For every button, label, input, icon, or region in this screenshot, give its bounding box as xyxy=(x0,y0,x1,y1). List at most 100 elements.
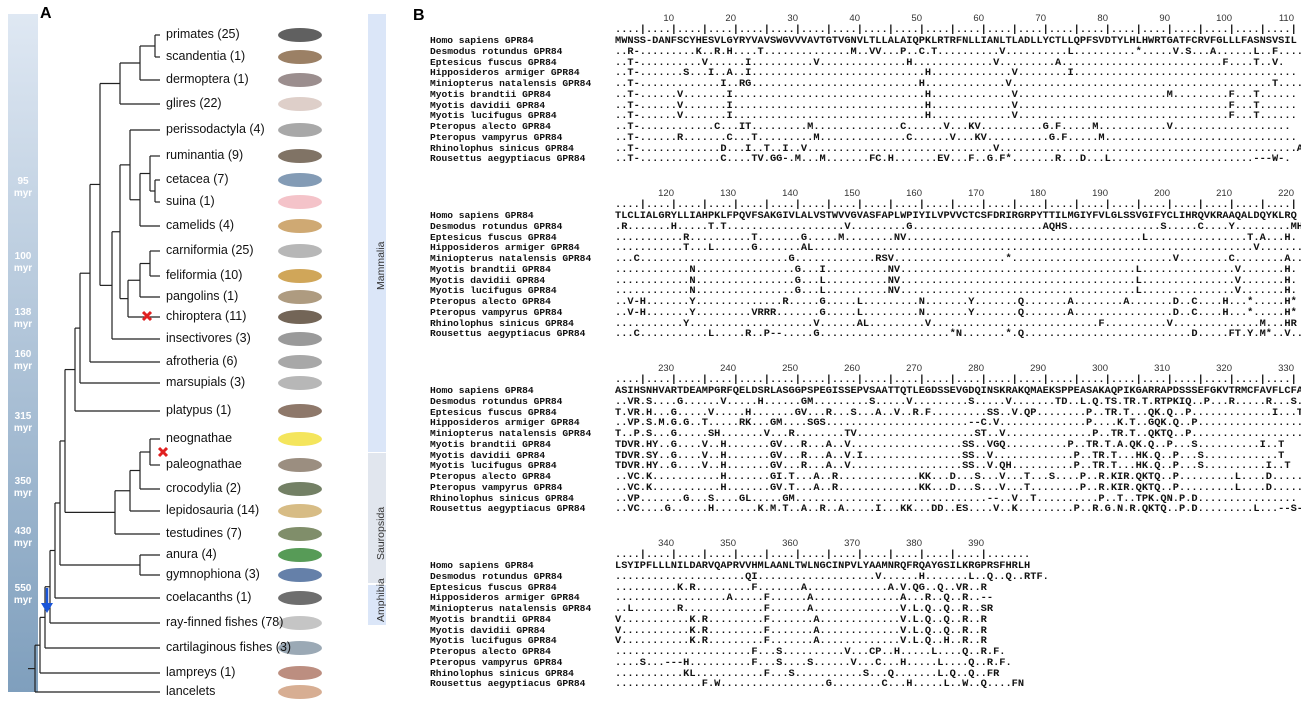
time-label: 95 myr xyxy=(8,176,38,199)
taxon-label: lepidosauria (14) xyxy=(166,504,259,517)
species-name: Myotis brandtii GPR84 xyxy=(430,90,551,100)
origin-arrow xyxy=(41,588,53,613)
time-label: 550 myr xyxy=(8,583,38,606)
sequence: ....S...---H..........F...S....S......V.… xyxy=(615,658,1012,668)
taxon-icon xyxy=(278,548,322,562)
page: {"panel_a":{"label":"A", "taxa":["primat… xyxy=(0,0,1301,701)
species-name: Desmodus rotundus GPR84 xyxy=(430,222,562,232)
species-name: Eptesicus fuscus GPR84 xyxy=(430,233,557,243)
taxon-label: anura (4) xyxy=(166,548,217,561)
species-name: Hipposideros armiger GPR84 xyxy=(430,593,580,603)
species-name: Pteropus alecto GPR84 xyxy=(430,472,551,482)
species-name: Myotis davidii GPR84 xyxy=(430,626,545,636)
taxon-icon xyxy=(278,269,322,283)
sequence: ............N................G...I......… xyxy=(615,265,1297,275)
taxon-label: coelacanths (1) xyxy=(166,591,251,604)
species-name: Rousettus aegyptiacus GPR84 xyxy=(430,679,585,689)
taxon-icon xyxy=(278,97,322,111)
species-name: Hipposideros armiger GPR84 xyxy=(430,243,580,253)
taxon-icon xyxy=(278,28,322,42)
taxon-label: platypus (1) xyxy=(166,404,231,417)
ruler-number: 370 xyxy=(844,539,860,549)
taxon-label: dermoptera (1) xyxy=(166,73,249,86)
taxon-label: suina (1) xyxy=(166,195,215,208)
taxon-icon xyxy=(278,219,322,233)
ruler-number: 140 xyxy=(782,189,798,199)
species-name: Miniopterus natalensis GPR84 xyxy=(430,429,591,439)
taxon-icon xyxy=(278,173,322,187)
species-name: Rousettus aegyptiacus GPR84 xyxy=(430,504,585,514)
species-name: Myotis brandtii GPR84 xyxy=(430,615,551,625)
taxon-label: chiroptera (11) xyxy=(166,310,246,323)
species-name: Myotis lucifugus GPR84 xyxy=(430,286,557,296)
taxon-label: carniformia (25) xyxy=(166,244,254,257)
taxon-icon xyxy=(278,290,322,304)
taxon-label: testudines (7) xyxy=(166,527,242,540)
species-name: Rhinolophus sinicus GPR84 xyxy=(430,494,574,504)
taxon-label: lampreys (1) xyxy=(166,666,235,679)
species-name: Myotis lucifugus GPR84 xyxy=(430,636,557,646)
species-name: Hipposideros armiger GPR84 xyxy=(430,418,580,428)
clade-label: Sauropsida xyxy=(376,507,387,560)
species-name: Myotis brandtii GPR84 xyxy=(430,440,551,450)
ruler-number: 50 xyxy=(911,14,922,24)
ruler-number: 380 xyxy=(906,539,922,549)
ruler-number: 40 xyxy=(849,14,860,24)
species-name: Eptesicus fuscus GPR84 xyxy=(430,583,557,593)
species-name: Homo sapiens GPR84 xyxy=(430,561,534,571)
sequence: ...C...........L.....R..P--.....G.......… xyxy=(615,329,1301,339)
sequence: ..T-......V.......I.....................… xyxy=(615,90,1297,100)
species-name: Rhinolophus sinicus GPR84 xyxy=(430,144,574,154)
sequence: .R.......H.....T.T...................V..… xyxy=(615,222,1301,232)
species-name: Myotis davidii GPR84 xyxy=(430,451,545,461)
ruler-number: 10 xyxy=(663,14,674,24)
time-label: 315 myr xyxy=(8,411,38,434)
ruler-number: 240 xyxy=(720,364,736,374)
ruler-number: 320 xyxy=(1216,364,1232,374)
species-name: Homo sapiens GPR84 xyxy=(430,211,534,221)
ruler-number: 350 xyxy=(720,539,736,549)
taxon-label: ruminantia (9) xyxy=(166,149,243,162)
species-name: Miniopterus natalensis GPR84 xyxy=(430,604,591,614)
sequence: ..VC....G......H.......K.M.T..A..R..A...… xyxy=(615,504,1301,514)
taxon-label: glires (22) xyxy=(166,97,222,110)
taxon-label: lancelets xyxy=(166,685,215,698)
taxon-icon xyxy=(278,504,322,518)
time-label: 160 myr xyxy=(8,349,38,372)
ruler-number: 390 xyxy=(968,539,984,549)
sequence: V...........K.R.........F.......A.......… xyxy=(615,615,987,625)
species-name: Pteropus alecto GPR84 xyxy=(430,297,551,307)
taxon-icon xyxy=(278,685,322,699)
species-name: Pteropus vampyrus GPR84 xyxy=(430,308,562,318)
taxon-icon xyxy=(278,332,322,346)
ruler-number: 260 xyxy=(844,364,860,374)
ruler-number: 210 xyxy=(1216,189,1232,199)
sequence: TLCLIALGRYLLIAHPKLFPQVFSAKGIVLALVSTWVVGV… xyxy=(615,211,1297,221)
taxon-icon xyxy=(278,50,322,64)
species-name: Myotis lucifugus GPR84 xyxy=(430,461,557,471)
species-name: Pteropus alecto GPR84 xyxy=(430,647,551,657)
species-name: Eptesicus fuscus GPR84 xyxy=(430,58,557,68)
taxon-icon xyxy=(278,195,322,209)
taxon-icon xyxy=(278,123,322,137)
sequence: ..T-......R.......C...T.........M.......… xyxy=(615,133,1297,143)
taxon-label: crocodylia (2) xyxy=(166,482,241,495)
species-name: Pteropus vampyrus GPR84 xyxy=(430,483,562,493)
species-name: Homo sapiens GPR84 xyxy=(430,36,534,46)
taxon-icon xyxy=(278,616,322,630)
taxon-icon xyxy=(278,482,322,496)
ruler-number: 200 xyxy=(1154,189,1170,199)
species-name: Myotis davidii GPR84 xyxy=(430,101,545,111)
ruler-scale: ....|....|....|....|....|....|....|....|… xyxy=(615,550,1030,560)
ruler-number: 360 xyxy=(782,539,798,549)
species-name: Miniopterus natalensis GPR84 xyxy=(430,254,591,264)
sequence: ..T-.............I..RG..................… xyxy=(615,79,1301,89)
ruler-number: 150 xyxy=(844,189,860,199)
taxon-icon xyxy=(278,149,322,163)
sequence: .....................QI.................… xyxy=(615,572,1049,582)
species-name: Pteropus vampyrus GPR84 xyxy=(430,133,562,143)
taxon-label: ray-finned fishes (78) xyxy=(166,616,283,629)
sequence: ..L.......R.............F......A........… xyxy=(615,604,993,614)
species-name: Miniopterus natalensis GPR84 xyxy=(430,79,591,89)
ruler-number: 90 xyxy=(1159,14,1170,24)
